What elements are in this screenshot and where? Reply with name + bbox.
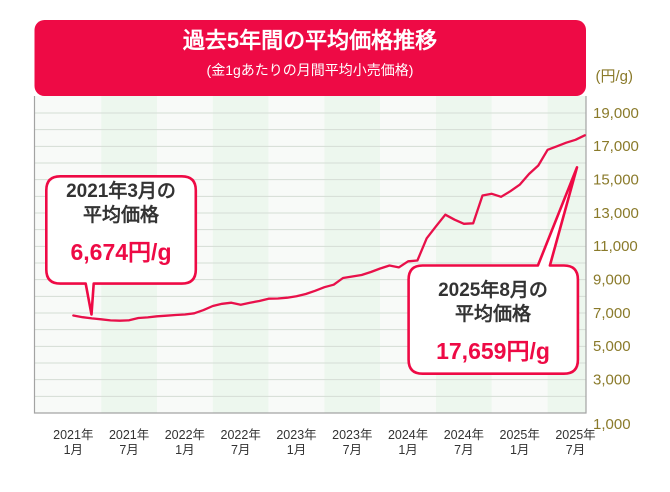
svg-text:2021年3月の: 2021年3月の [66, 179, 176, 202]
svg-text:2025年: 2025年 [555, 428, 595, 442]
svg-text:平均価格: 平均価格 [83, 203, 160, 226]
svg-text:15,000: 15,000 [593, 172, 639, 189]
svg-text:平均価格: 平均価格 [455, 302, 532, 325]
svg-text:2021年: 2021年 [53, 428, 93, 442]
svg-text:1月: 1月 [64, 443, 83, 457]
svg-text:1月: 1月 [287, 443, 306, 457]
svg-text:2024年: 2024年 [388, 428, 428, 442]
svg-text:2021年: 2021年 [109, 428, 149, 442]
svg-text:7月: 7月 [231, 443, 250, 457]
svg-text:5,000: 5,000 [593, 338, 631, 355]
svg-text:7月: 7月 [566, 443, 585, 457]
svg-text:2022年: 2022年 [165, 428, 205, 442]
svg-text:7月: 7月 [343, 443, 362, 457]
svg-text:7,000: 7,000 [593, 305, 631, 322]
svg-text:2023年: 2023年 [332, 428, 372, 442]
svg-text:7月: 7月 [119, 443, 138, 457]
svg-text:2022年: 2022年 [221, 428, 261, 442]
svg-text:9,000: 9,000 [593, 272, 631, 289]
svg-text:3,000: 3,000 [593, 372, 631, 389]
svg-text:1,000: 1,000 [593, 416, 631, 433]
svg-text:(金1gあたりの月間平均小売価格): (金1gあたりの月間平均小売価格) [207, 62, 414, 78]
svg-text:13,000: 13,000 [593, 205, 639, 222]
svg-text:19,000: 19,000 [593, 105, 639, 122]
svg-text:過去5年間の平均価格推移: 過去5年間の平均価格推移 [183, 28, 437, 53]
svg-text:2025年: 2025年 [500, 428, 540, 442]
svg-text:17,000: 17,000 [593, 138, 639, 155]
svg-text:1月: 1月 [510, 443, 529, 457]
svg-text:(円/g): (円/g) [595, 68, 633, 85]
svg-text:1月: 1月 [175, 443, 194, 457]
svg-text:2024年: 2024年 [444, 428, 484, 442]
svg-text:6,674円/g: 6,674円/g [71, 239, 172, 265]
svg-text:2023年: 2023年 [276, 428, 316, 442]
svg-text:1月: 1月 [398, 443, 417, 457]
svg-text:11,000: 11,000 [593, 238, 638, 255]
svg-text:2025年8月の: 2025年8月の [438, 278, 548, 301]
svg-text:17,659円/g: 17,659円/g [436, 338, 550, 364]
svg-text:7月: 7月 [454, 443, 473, 457]
